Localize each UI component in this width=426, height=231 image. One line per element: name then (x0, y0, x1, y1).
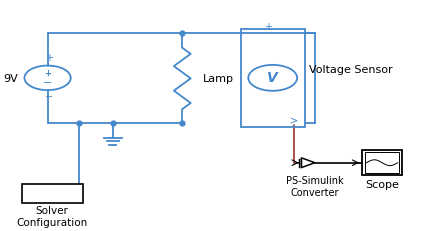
Text: Solver
Configuration: Solver Configuration (16, 205, 87, 227)
Text: +: + (44, 69, 51, 78)
Text: >: > (289, 115, 297, 125)
Text: V: V (267, 70, 277, 84)
FancyBboxPatch shape (364, 153, 398, 173)
FancyBboxPatch shape (21, 184, 82, 203)
Text: f(x) = 0: f(x) = 0 (31, 188, 73, 199)
Text: Scope: Scope (364, 180, 398, 190)
Text: +: + (45, 53, 53, 63)
Text: Voltage Sensor: Voltage Sensor (308, 65, 391, 75)
Text: Lamp: Lamp (203, 74, 234, 84)
Text: PS-Simulink
Converter: PS-Simulink Converter (285, 175, 343, 197)
Text: +: + (264, 22, 272, 32)
Text: −: − (45, 92, 53, 102)
Text: 9V: 9V (3, 73, 18, 83)
Text: −: − (43, 78, 52, 88)
FancyBboxPatch shape (361, 151, 401, 175)
